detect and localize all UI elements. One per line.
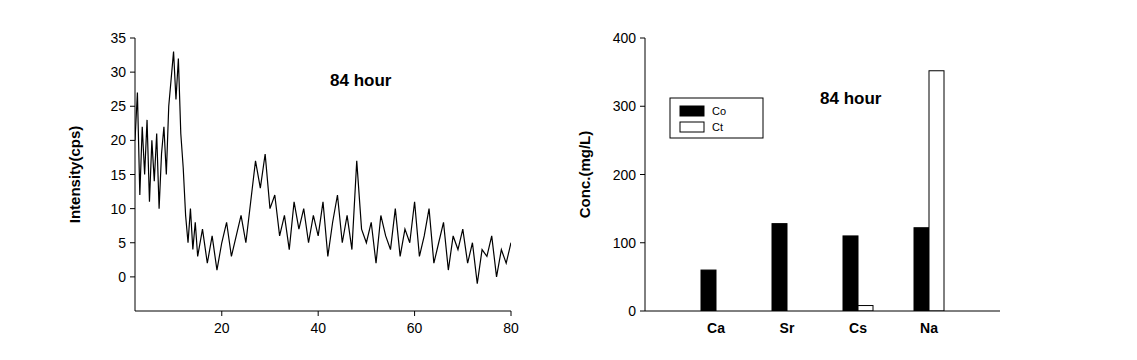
bar-chart: 0 100 200 300 400 Ca Sr Cs Na Conc.(mg/L) 84 hour C… [576,30,1000,336]
x-tick [221,311,222,316]
y-tick-label: 30 [110,64,126,80]
legend-label: Co [712,105,726,117]
y-tick [130,208,135,209]
y-tick-label: 20 [110,132,126,148]
y-tick-label: 200 [613,167,637,183]
annotation: 84 hour [330,71,392,90]
y-tick-label: 15 [110,167,126,183]
y-tick-label: 25 [110,98,126,114]
legend-swatch [680,122,704,132]
y-tick-label: 100 [613,235,637,251]
y-tick-label: 300 [613,98,637,114]
y-tick [130,242,135,243]
y-tick [130,140,135,141]
y-tick [130,72,135,73]
bar [843,236,858,311]
x-tick-label: 20 [214,320,230,336]
figure: 0 5 10 15 20 25 30 35 20 40 60 80 Intensity(cps) 84 h… [0,0,1137,360]
y-tick [130,106,135,107]
y-tick-label: 0 [118,269,126,285]
intensity-line [135,52,511,284]
y-tick-label: 10 [110,201,126,217]
x-tick [511,311,512,316]
annotation: 84 hour [820,89,882,108]
y-tick-label: 0 [628,303,636,319]
x-tick [318,311,319,316]
x-axis [645,311,1000,312]
x-tick-label: 80 [503,320,519,336]
bar [701,270,716,311]
y-tick [130,276,135,277]
category-label: Cs [849,320,867,336]
category-label: Sr [780,320,795,336]
category-label: Ca [707,320,725,336]
y-tick [640,174,645,175]
y-tick [640,311,645,312]
legend-box [670,98,763,138]
x-tick [414,311,415,316]
y-tick [640,242,645,243]
y-tick-label: 5 [118,235,126,251]
y-tick-label: 35 [110,30,126,46]
x-tick-label: 40 [310,320,326,336]
x-tick-label: 60 [407,320,423,336]
bar [772,224,787,311]
category-label: Na [920,320,938,336]
y-axis-label: Intensity(cps) [66,126,83,224]
bar [858,306,873,311]
bar [914,228,929,311]
legend-swatch [680,106,704,116]
x-axis [135,311,511,312]
y-tick [130,38,135,39]
y-tick [640,106,645,107]
plot-area [135,52,511,284]
y-tick [640,38,645,39]
line-chart: 0 5 10 15 20 25 30 35 20 40 60 80 Intensity(cps) 84 h… [66,30,519,336]
y-tick [130,174,135,175]
y-axis-label: Conc.(mg/L) [576,131,593,219]
legend: Co Ct [670,98,763,138]
legend-label: Ct [712,121,723,133]
bar [929,71,944,311]
y-tick-label: 400 [613,30,637,46]
